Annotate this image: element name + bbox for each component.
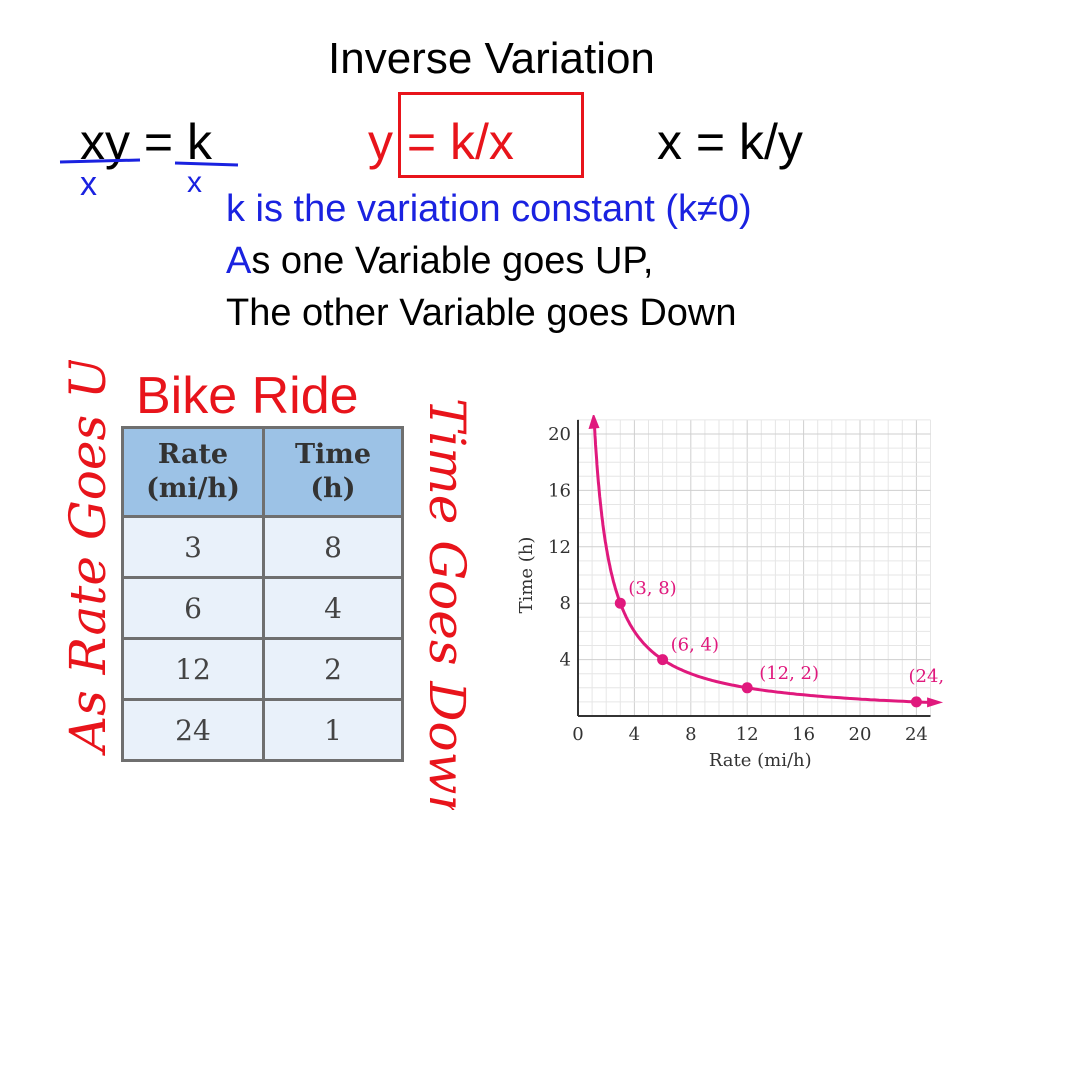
time-cell: 1 xyxy=(262,698,404,762)
equation-y-equals-k-over-x: y = k/x xyxy=(368,114,514,170)
table-row: 24 1 xyxy=(121,698,404,762)
chart-grid xyxy=(578,419,931,716)
y-tick-label: 4 xyxy=(560,650,571,671)
y-tick-label: 12 xyxy=(548,537,571,558)
underline-x xyxy=(59,158,141,164)
page-title: Inverse Variation xyxy=(328,34,655,83)
data-point xyxy=(657,654,669,666)
handwritten-note-left: As Rate Goes Up xyxy=(59,360,117,756)
note-one-goes-up: As one Variable goes UP, xyxy=(226,240,653,283)
table-title: Bike Ride xyxy=(136,367,359,425)
rate-cell: 12 xyxy=(121,637,265,701)
x-tick-label: 8 xyxy=(685,724,696,745)
table-row: 12 2 xyxy=(121,637,404,701)
rate-cell: 6 xyxy=(121,576,265,640)
equation-x-equals-k-over-y: x = k/y xyxy=(657,114,803,170)
data-point xyxy=(614,597,626,609)
inverse-variation-graph: 0 4 8 12 16 20 24 4 8 12 16 20 (3, 8) (6, 4) (12, 2)… xyxy=(516,415,945,771)
note-initial-letter: A xyxy=(226,240,252,282)
x-tick-label: 16 xyxy=(792,724,815,745)
x-tick-label: 24 xyxy=(905,724,928,745)
highlight-box xyxy=(398,92,584,178)
x-tick-label: 12 xyxy=(736,724,759,745)
y-axis-label: Time (h) xyxy=(516,537,537,614)
handwritten-note-right: Time Goes Down xyxy=(418,398,476,810)
underline-y xyxy=(174,161,239,167)
data-point xyxy=(741,682,753,694)
time-cell: 4 xyxy=(262,576,404,640)
curve-arrow-right xyxy=(927,697,944,708)
data-points: (3, 8) (6, 4) (12, 2) (24, 1) xyxy=(614,578,945,708)
time-cell: 8 xyxy=(262,515,404,579)
y-tick-label: 16 xyxy=(548,480,571,501)
column-header-time: Time (h) xyxy=(262,426,404,518)
data-point-label: (12, 2) xyxy=(759,663,819,684)
y-tick-label: 20 xyxy=(548,424,571,445)
data-point xyxy=(910,696,922,708)
data-point-label: (24, 1) xyxy=(908,666,945,687)
note-text: s one Variable goes UP, xyxy=(251,240,654,282)
rate-cell: 3 xyxy=(121,515,265,579)
handwritten-rate-goes-up: As Rate Goes Up xyxy=(59,360,117,756)
handwritten-time-goes-down: Time Goes Down xyxy=(418,398,476,810)
x-tick-label: 4 xyxy=(629,724,640,745)
note-variation-constant: k is the variation constant (k≠0) xyxy=(226,188,752,230)
data-point-label: (6, 4) xyxy=(671,635,719,656)
note-other-goes-down: The other Variable goes Down xyxy=(226,292,737,334)
data-point-label: (3, 8) xyxy=(628,578,676,599)
x-axis-label: Rate (mi/h) xyxy=(709,750,812,771)
inverse-curve xyxy=(593,426,930,704)
curve-arrow-top xyxy=(588,415,600,429)
handwritten-x-mark: x xyxy=(80,165,97,200)
x-tick-label: 0 xyxy=(572,724,583,745)
rate-cell: 24 xyxy=(121,698,265,762)
y-tick-label: 8 xyxy=(560,593,571,614)
time-cell: 2 xyxy=(262,637,404,701)
handwritten-x-mark: x xyxy=(187,166,202,199)
y-tick-labels: 4 8 12 16 20 xyxy=(548,424,571,671)
column-header-rate: Rate (mi/h) xyxy=(121,426,265,518)
x-tick-labels: 0 4 8 12 16 20 24 xyxy=(572,724,928,745)
handwritten-annotations: x x xyxy=(59,158,239,200)
x-tick-label: 20 xyxy=(849,724,872,745)
